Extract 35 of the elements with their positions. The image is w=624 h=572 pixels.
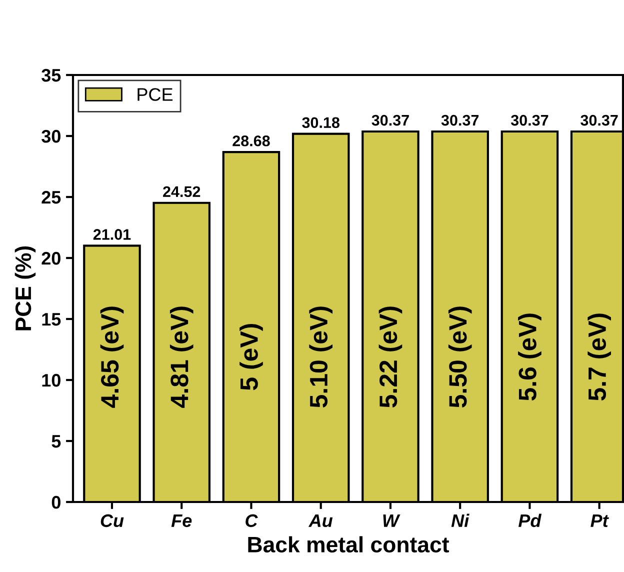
annotation: 5.6 (eV) xyxy=(518,314,542,401)
y-tick-label: 25 xyxy=(42,190,61,204)
x-axis-title: Back metal contact xyxy=(248,536,450,553)
x-tick-label: Ni xyxy=(451,514,470,527)
annotation: 5.7 (eV) xyxy=(588,314,611,401)
x-tick-label: W xyxy=(383,514,400,527)
annotation: 4.81 (eV) xyxy=(170,306,194,408)
x-tick-label: Cu xyxy=(100,514,124,528)
y-axis-title: PCE (%) xyxy=(14,246,36,330)
y-tick-label: 35 xyxy=(42,68,61,82)
data-label: 30.37 xyxy=(372,114,409,126)
legend-label: PCE xyxy=(138,88,173,101)
annotation: 5.22 (eV) xyxy=(378,306,402,408)
x-tick-label: Pd xyxy=(518,514,542,528)
y-tick-label: 15 xyxy=(42,313,61,326)
x-tick-label: Fe xyxy=(171,514,192,528)
annotation: 5.50 (eV) xyxy=(448,306,472,408)
data-label: 28.68 xyxy=(232,135,270,146)
data-label: 30.37 xyxy=(510,114,548,126)
data-label: 21.01 xyxy=(93,229,131,240)
data-label: 30.37 xyxy=(580,114,618,126)
data-label: 24.52 xyxy=(163,186,200,198)
annotation: 5 (eV) xyxy=(240,324,263,390)
x-tick-label: Au xyxy=(308,514,333,528)
annotation: 4.65 (eV) xyxy=(100,306,124,408)
data-label: 30.37 xyxy=(441,114,479,126)
x-tick-label: Pt xyxy=(590,514,609,528)
y-tick-label: 20 xyxy=(42,252,60,265)
y-tick-label: 0 xyxy=(52,496,60,509)
y-tick-label: 10 xyxy=(42,374,60,387)
x-tick-label: C xyxy=(246,514,258,528)
annotation: 5.10 (eV) xyxy=(309,306,332,408)
data-label: 30.18 xyxy=(302,117,340,128)
y-tick-label: 30 xyxy=(42,130,60,143)
y-tick-label: 5 xyxy=(52,435,61,448)
